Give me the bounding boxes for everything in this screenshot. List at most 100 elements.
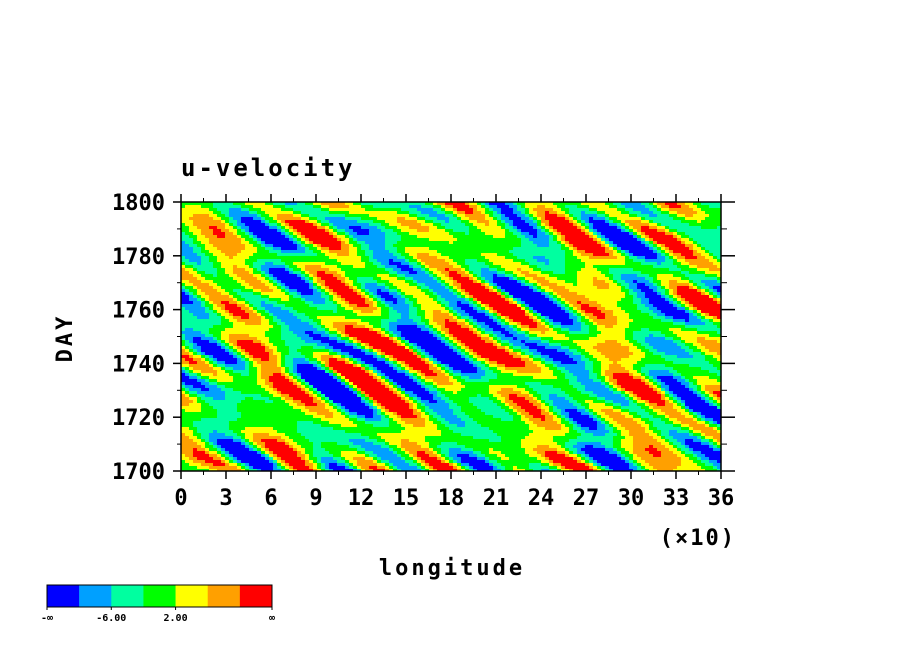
heatmap-cell <box>597 421 602 425</box>
heatmap-cell <box>369 292 374 296</box>
heatmap-cell <box>337 460 346 464</box>
heatmap-cell <box>709 292 714 296</box>
heatmap-cell <box>209 340 218 344</box>
heatmap-cell <box>641 415 654 419</box>
heatmap-cell <box>421 262 426 266</box>
heatmap-cell <box>661 394 666 398</box>
heatmap-cell <box>561 415 566 419</box>
heatmap-cell <box>277 466 282 470</box>
heatmap-cell <box>633 232 638 236</box>
heatmap-cell <box>577 223 582 227</box>
heatmap-cell <box>457 403 474 407</box>
heatmap-cell <box>645 355 662 359</box>
heatmap-cell <box>241 250 258 254</box>
heatmap-cell <box>437 424 446 428</box>
heatmap-cell <box>509 217 522 221</box>
heatmap-cell <box>685 307 690 311</box>
heatmap-cell <box>585 367 594 371</box>
heatmap-cell <box>457 442 522 446</box>
heatmap-cell <box>309 466 314 470</box>
heatmap-cell <box>529 325 538 329</box>
heatmap-cell <box>529 217 534 221</box>
heatmap-cell <box>405 367 410 371</box>
heatmap-cell <box>529 223 538 227</box>
heatmap-cell <box>713 394 718 398</box>
heatmap-cell <box>233 256 250 260</box>
heatmap-cell <box>409 313 418 317</box>
heatmap-cell <box>705 247 721 251</box>
heatmap-cell <box>677 454 686 458</box>
heatmap-cell <box>425 220 434 224</box>
heatmap-cell <box>573 304 582 308</box>
x-tick-label: 36 <box>708 486 735 511</box>
heatmap-cell <box>185 346 190 350</box>
heatmap-cell <box>617 433 622 437</box>
heatmap-cell <box>497 373 514 377</box>
heatmap-cell <box>645 376 650 380</box>
heatmap-cell <box>301 235 306 239</box>
heatmap-cell <box>697 412 702 416</box>
heatmap-cell <box>565 298 590 302</box>
heatmap-cell <box>705 271 721 275</box>
heatmap-cell <box>517 466 530 470</box>
heatmap-cell <box>197 397 202 401</box>
heatmap-cell <box>717 367 721 371</box>
heatmap-cell <box>605 247 610 251</box>
heatmap-cell <box>301 244 306 248</box>
heatmap-cell <box>565 244 570 248</box>
heatmap-cell <box>461 307 474 311</box>
heatmap-cell <box>465 202 470 206</box>
heatmap-cell <box>245 304 250 308</box>
heatmap-cell <box>233 232 238 236</box>
heatmap-cell <box>629 430 646 434</box>
heatmap-cell <box>529 313 534 317</box>
heatmap-cell <box>405 460 414 464</box>
heatmap-cell <box>369 373 374 377</box>
heatmap-cell <box>653 382 658 386</box>
heatmap-cell <box>437 388 446 392</box>
heatmap-cell <box>697 382 721 386</box>
heatmap-cell <box>181 439 194 443</box>
heatmap-cell <box>357 424 374 428</box>
heatmap-cell <box>189 457 198 461</box>
heatmap-cell <box>233 439 242 443</box>
heatmap-cell <box>337 310 354 314</box>
heatmap-cell <box>697 394 702 398</box>
heatmap-cell <box>393 295 402 299</box>
heatmap-cell <box>673 406 682 410</box>
heatmap-cell <box>645 244 650 248</box>
heatmap-cell <box>237 361 246 365</box>
heatmap-cell <box>689 235 721 239</box>
heatmap-cell <box>289 271 294 275</box>
heatmap-cell <box>697 331 718 335</box>
heatmap-cell <box>321 445 350 449</box>
heatmap-cell <box>349 250 358 254</box>
heatmap-cell <box>361 391 366 395</box>
heatmap-cell <box>373 370 378 374</box>
heatmap-cell <box>545 415 554 419</box>
heatmap-cell <box>717 394 721 398</box>
heatmap-cell <box>577 292 626 296</box>
heatmap-cell <box>453 340 458 344</box>
heatmap-cell <box>437 256 450 260</box>
heatmap-cell <box>633 319 662 323</box>
heatmap-cell <box>357 418 366 422</box>
heatmap-cell <box>341 403 366 407</box>
heatmap-cell <box>197 427 230 431</box>
heatmap-cell <box>549 397 566 401</box>
heatmap-cell <box>429 400 438 404</box>
heatmap-cell <box>425 325 430 329</box>
heatmap-cell <box>265 454 270 458</box>
heatmap-cell <box>269 397 282 401</box>
heatmap-cell <box>201 445 206 449</box>
heatmap-cell <box>633 259 646 263</box>
heatmap-cell <box>433 205 442 209</box>
heatmap-cell <box>257 337 270 341</box>
heatmap-cell <box>333 229 338 233</box>
heatmap-cell <box>373 292 378 296</box>
heatmap-cell <box>629 313 650 317</box>
heatmap-cell <box>461 274 470 278</box>
heatmap-cell <box>349 388 354 392</box>
heatmap-cell <box>693 448 714 452</box>
heatmap-cell <box>329 298 334 302</box>
